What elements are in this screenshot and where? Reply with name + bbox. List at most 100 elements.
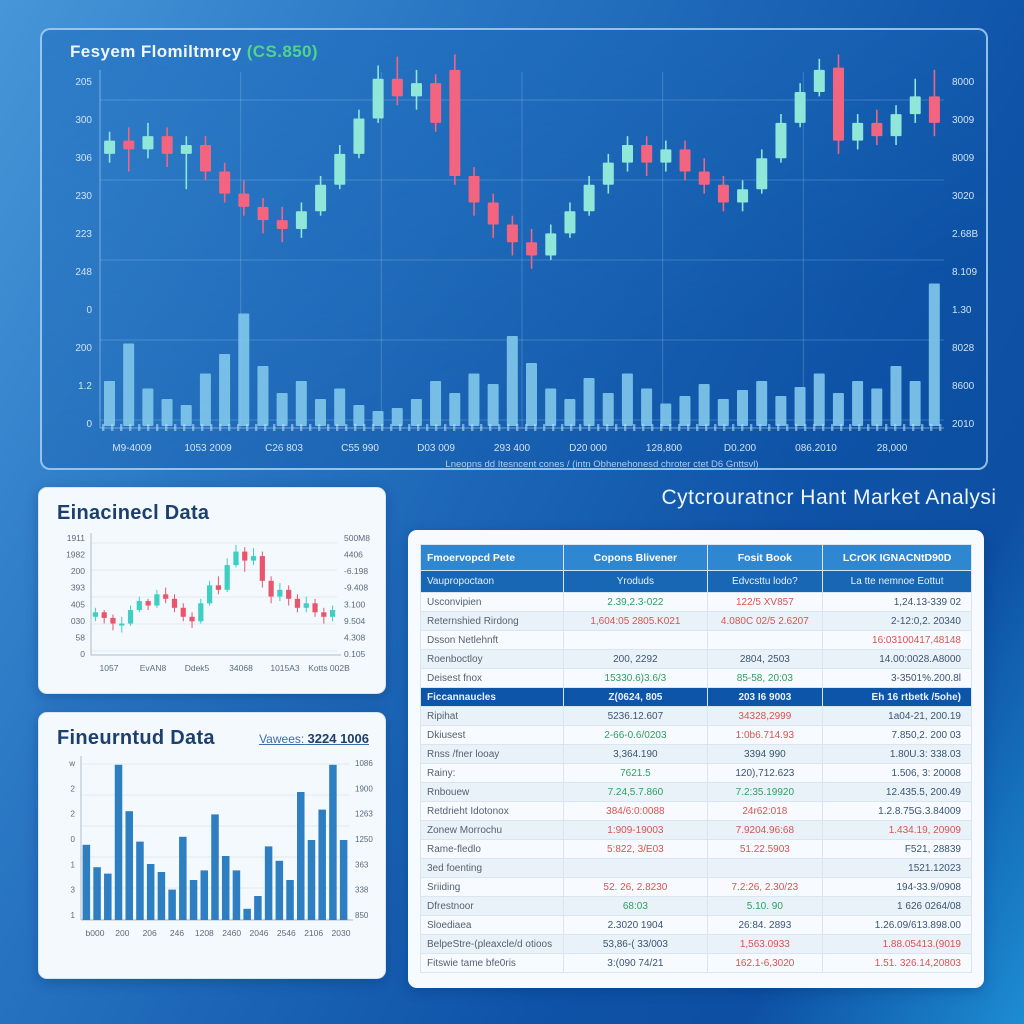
svg-text:Ddek5: Ddek5	[185, 663, 210, 673]
table-cell: Eh 16 rtbetk /5ohe)	[822, 687, 972, 707]
table-cell: 1.51. 326.14,20803	[822, 953, 972, 973]
financial-data-card-2: Fineurntud Data Vawees: 3224 1006 w 2 2 0 1 3…	[38, 712, 386, 979]
table-header-cell: Fmoervopcd Pete	[419, 544, 565, 571]
table-cell: Z(0624, 805	[563, 687, 708, 707]
svg-text:086.2010: 086.2010	[795, 443, 837, 454]
svg-text:850: 850	[355, 911, 369, 920]
main-chart-panel: Fesyem Flomiltmrcy (CS.850) 205 300 306 230…	[40, 28, 988, 470]
table-cell: Ficcannaucles	[419, 687, 565, 707]
table-cell	[706, 858, 824, 878]
svg-text:2: 2	[71, 784, 76, 793]
svg-text:1057: 1057	[100, 663, 119, 673]
table-cell: 12.435.5, 200.49	[822, 782, 972, 802]
svg-text:8.109: 8.109	[952, 267, 977, 278]
table-row: Reternshied Rirdong 1,604:05 2805.K021 4.0…	[419, 611, 972, 631]
table-cell: 3394 990	[706, 744, 824, 764]
table-cell: Reternshied Rirdong	[419, 611, 565, 631]
svg-text:-9.408: -9.408	[344, 583, 368, 593]
svg-text:2: 2	[71, 810, 76, 819]
svg-text:030: 030	[71, 616, 85, 626]
svg-text:1086: 1086	[355, 759, 373, 768]
table-row: Dfrestnoor 68:03 5.10. 90 1 626 0264/08	[419, 896, 972, 916]
table-cell: 200, 2292	[563, 649, 708, 669]
main-chart-title: Fesyem Flomiltmrcy (CS.850)	[70, 42, 318, 62]
views-link[interactable]: Vawees: 3224 1006	[259, 731, 369, 746]
table-cell: 1 626 0264/08	[822, 896, 972, 916]
table-cell	[563, 858, 708, 878]
table-row: Rnss /fner looay 3,364.190 3394 990 1.80U.3…	[419, 744, 972, 764]
table-header-row-2: Vaupropoctaon Yroduds Edvcsttu lodo? La tte…	[419, 570, 972, 593]
svg-text:1053 2009: 1053 2009	[184, 443, 232, 454]
svg-text:1.2: 1.2	[78, 381, 92, 392]
svg-text:205: 205	[75, 77, 92, 88]
table-cell: Sriiding	[419, 877, 565, 897]
table-row: Roenboctloy 200, 2292 2804, 2503 14.00:0028…	[419, 649, 972, 669]
table-cell: 1.80U.3: 338.03	[822, 744, 972, 764]
table-cell: 203 I6 9003	[706, 687, 824, 707]
table-cell: 15330.6)3.6/3	[563, 668, 708, 688]
svg-text:2106: 2106	[304, 928, 323, 938]
svg-text:4.308: 4.308	[344, 632, 366, 642]
table-header-cell: Copons Blivener	[563, 544, 708, 571]
table-subheader-cell: La tte nemnoe Eottut	[822, 570, 972, 593]
svg-text:200: 200	[71, 566, 85, 576]
svg-text:D0.200: D0.200	[724, 443, 757, 454]
svg-text:b000: b000	[86, 928, 105, 938]
svg-text:D20 000: D20 000	[569, 443, 607, 454]
svg-text:Kotts 002B: Kotts 002B	[308, 663, 350, 673]
table-cell: Rnss /fner looay	[419, 744, 565, 764]
table-row: Fitswie tame bfe0ris 3:(090 74/21 162.1-6,…	[419, 953, 972, 973]
svg-text:2030: 2030	[332, 928, 351, 938]
svg-text:58: 58	[76, 632, 86, 642]
table-cell: 3ed foenting	[419, 858, 565, 878]
table-cell: 34328,2999	[706, 706, 824, 726]
svg-text:0: 0	[80, 649, 85, 659]
svg-text:248: 248	[75, 267, 92, 278]
table-cell: 3-3501%.200.8l	[822, 668, 972, 688]
table-cell: Fitswie tame bfe0ris	[419, 953, 565, 973]
svg-text:C55 990: C55 990	[341, 443, 379, 454]
table-cell: 1,604:05 2805.K021	[563, 611, 708, 631]
market-analysis-table-card: Fmoervopcd Pete Copons Blivener Fosit Book…	[408, 530, 984, 988]
svg-text:w: w	[68, 759, 75, 768]
table-cell: 1.26.09/613.898.00	[822, 915, 972, 935]
svg-text:0: 0	[86, 305, 92, 316]
table-cell: 120),712.623	[706, 763, 824, 783]
svg-text:M9-4009: M9-4009	[112, 443, 152, 454]
table-row: Retdrieht Idotonox 384/6:0:0088 24r62:018 1…	[419, 801, 972, 821]
table-cell: 162.1-6,3020	[706, 953, 824, 973]
table-cell: 122/5 XV857	[706, 592, 824, 612]
table-row: Sriiding 52. 26, 2.8230 7.2:26, 2.30/23 194…	[419, 877, 972, 897]
table-cell: 16:03100417,48148	[822, 630, 972, 650]
table-row: BelpeStre-(pleaxcle/d otioos 53,86-( 33/0…	[419, 934, 972, 954]
main-candlestick-chart: 205 300 306 230 223 248 0 200 1.2 0 8000 3009 8009 30…	[75, 54, 978, 470]
table-cell: 68:03	[563, 896, 708, 916]
svg-text:3: 3	[71, 886, 76, 895]
table-cell: 1,24.13-339 02	[822, 592, 972, 612]
table-cell: 26:84. 2893	[706, 915, 824, 935]
svg-text:8600: 8600	[952, 381, 975, 392]
svg-text:EvAN8: EvAN8	[140, 663, 167, 673]
table-cell: 5236.12.607	[563, 706, 708, 726]
svg-text:0.105: 0.105	[344, 649, 366, 659]
table-cell: Usconvipien	[419, 592, 565, 612]
svg-text:3009: 3009	[952, 115, 975, 126]
svg-text:8009: 8009	[952, 153, 975, 164]
svg-text:Lneopns dd Itesncent cones / (: Lneopns dd Itesncent cones / (intn Obhen…	[445, 459, 758, 470]
svg-text:3.100: 3.100	[344, 599, 366, 609]
table-cell: 1:909-19003	[563, 820, 708, 840]
table-cell: 2804, 2503	[706, 649, 824, 669]
table-row: Rnbouew 7.24,5.7.860 7.2:35.19920 12.435.5,…	[419, 782, 972, 802]
table-header-cell: LCrOK IGNACNtD90D	[822, 544, 972, 571]
svg-text:4406: 4406	[344, 550, 363, 560]
svg-text:206: 206	[143, 928, 157, 938]
svg-text:D03 009: D03 009	[417, 443, 455, 454]
table-cell: Rnbouew	[419, 782, 565, 802]
svg-text:306: 306	[75, 153, 92, 164]
table-row: Usconvipien 2.39,2.3-022 122/5 XV857 1,24.1…	[419, 592, 972, 612]
svg-text:363: 363	[355, 860, 369, 869]
table-section-row: Ficcannaucles Z(0624, 805 203 I6 9003 Eh 16…	[419, 687, 972, 707]
table-subheader-cell: Vaupropoctaon	[419, 570, 565, 593]
svg-text:2460: 2460	[222, 928, 241, 938]
svg-text:393: 393	[71, 583, 85, 593]
